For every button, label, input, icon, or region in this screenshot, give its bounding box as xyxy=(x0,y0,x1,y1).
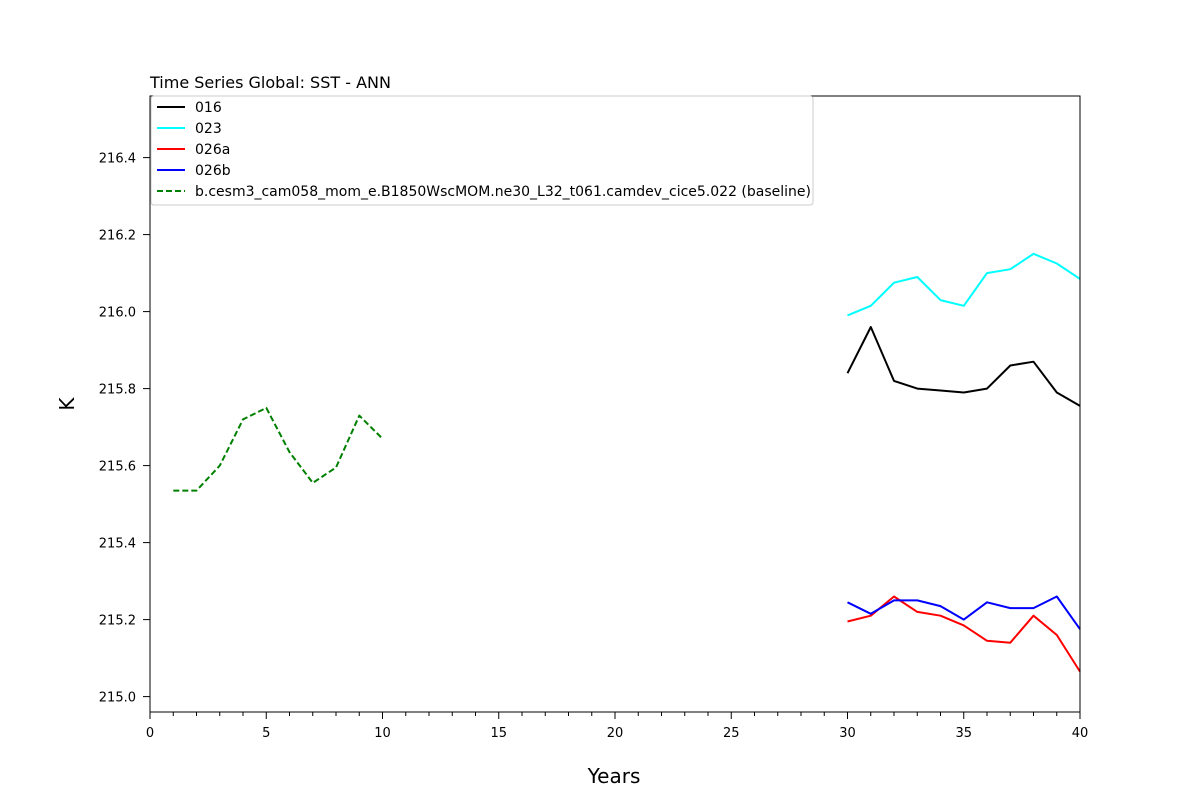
legend-label-1: 023 xyxy=(195,121,222,137)
y-tick-label: 216.2 xyxy=(99,229,136,244)
series-line-1 xyxy=(847,252,1081,317)
x-tick-label: 25 xyxy=(723,726,740,741)
x-axis-title: Years xyxy=(587,764,641,788)
y-tick-label: 215.6 xyxy=(99,460,136,475)
legend-label-2: 026a xyxy=(195,142,230,158)
legend-label-3: 026b xyxy=(195,163,231,179)
y-tick-label: 215.0 xyxy=(99,691,136,706)
legend-label-4: b.cesm3_cam058_mom_e.B1850WscMOM.ne30_L3… xyxy=(195,184,811,200)
x-tick-label: 40 xyxy=(1072,726,1089,741)
plot-area: 0 5 10 15 20 25 30 35 40 215.0 215.2 215.4 215.6 215.… xyxy=(99,95,1089,741)
legend-box xyxy=(150,95,814,206)
y-tick-label: 215.8 xyxy=(99,383,136,398)
chart-title: Time Series Global: SST - ANN xyxy=(149,73,391,92)
x-tick-label: 35 xyxy=(955,726,972,741)
series-line-3 xyxy=(847,595,1081,630)
x-tick-label: 10 xyxy=(374,726,391,741)
series-line-0 xyxy=(846,326,1081,407)
x-tick-label: 5 xyxy=(262,726,270,741)
series-line-2 xyxy=(847,595,1081,673)
y-axis-title: K xyxy=(55,397,79,411)
series-line-4 xyxy=(173,406,384,492)
y-tick-label: 215.4 xyxy=(99,537,136,552)
y-tick-label: 216.0 xyxy=(99,306,136,321)
x-tick-label: 30 xyxy=(839,726,856,741)
legend-label-0: 016 xyxy=(195,100,222,116)
y-tick-label: 216.4 xyxy=(99,152,136,167)
x-tick-label: 15 xyxy=(490,726,507,741)
y-tick-label: 215.2 xyxy=(99,614,136,629)
x-tick-label: 20 xyxy=(607,726,624,741)
legend: 016 023 026a 026b b.cesm3_cam058_mom_e.B1850… xyxy=(150,95,814,206)
x-tick-label: 0 xyxy=(146,726,154,741)
